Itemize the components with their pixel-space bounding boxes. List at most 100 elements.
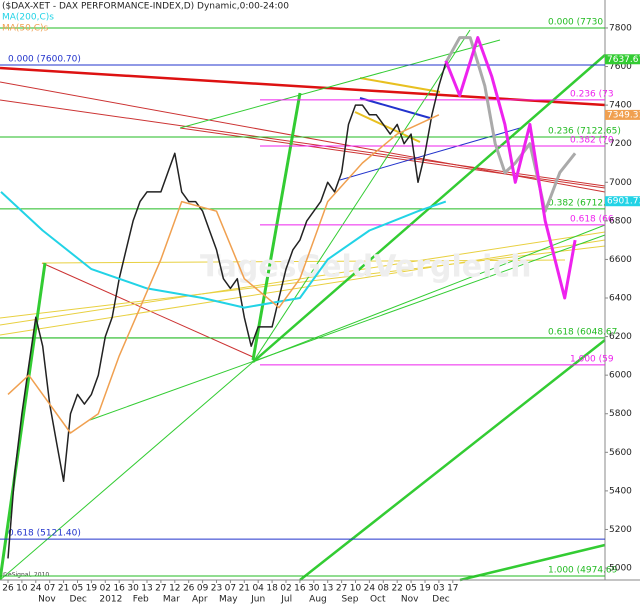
- x-tick-label: 10: [16, 584, 28, 594]
- x-tick-label: 22: [391, 584, 402, 594]
- x-tick-label: 13: [141, 584, 152, 594]
- trend-line: [359, 77, 441, 93]
- series-line: [444, 36, 577, 300]
- trend-line: [459, 543, 606, 582]
- trend-line: [41, 259, 566, 264]
- x-tick-label: 13: [322, 584, 333, 594]
- month-label: Mar: [163, 595, 180, 605]
- month-label: Apr: [192, 595, 208, 605]
- level-label: 0.000 (7730: [548, 17, 603, 27]
- month-label: May: [219, 595, 238, 605]
- trend-line: [252, 224, 606, 363]
- price-tag: [605, 196, 640, 207]
- x-tick-label: 08: [378, 584, 390, 594]
- y-tick-label: 7600: [609, 62, 632, 72]
- x-tick-label: 24: [364, 584, 376, 594]
- level-label: 0.618 (6048.67: [548, 327, 617, 337]
- x-tick-label: 17: [447, 584, 458, 594]
- x-tick-label: 04: [252, 584, 264, 594]
- x-tick-label: 26: [183, 584, 195, 594]
- x-tick-label: 09: [197, 584, 209, 594]
- x-tick-label: 18: [266, 584, 278, 594]
- x-tick-label: 07: [44, 584, 55, 594]
- y-tick-label: 5000: [609, 564, 632, 574]
- price-tag-label: 7637.67: [607, 55, 640, 65]
- month-label: Dec: [432, 595, 449, 605]
- x-tick-label: 16: [113, 584, 125, 594]
- x-tick-label: 02: [280, 584, 291, 594]
- level-label: 1.000 (59: [570, 354, 614, 364]
- y-tick-label: 5600: [609, 448, 632, 458]
- series-line: [444, 36, 577, 213]
- legend-entry: MA(200,C)s: [2, 13, 54, 23]
- x-tick-label: 19: [86, 584, 98, 594]
- x-tick-label: 24: [30, 584, 42, 594]
- y-tick-label: 6600: [609, 255, 632, 265]
- y-tick-label: 6200: [609, 332, 632, 342]
- month-label: Nov: [38, 595, 56, 605]
- trend-line: [0, 245, 606, 319]
- price-tag-label: 7349.31: [607, 110, 640, 120]
- x-tick-label: 02: [100, 584, 111, 594]
- trend-line: [251, 92, 302, 361]
- y-tick-label: 5400: [609, 486, 632, 496]
- x-tick-label: 27: [155, 584, 166, 594]
- month-label: Sep: [341, 595, 358, 605]
- watermark: TagesGeldVergleich: [200, 250, 532, 285]
- series-line: [0, 191, 447, 309]
- month-label: Aug: [309, 595, 327, 605]
- x-tick-label: 30: [308, 584, 320, 594]
- month-label: Dec: [69, 595, 86, 605]
- x-tick-label: 30: [127, 584, 139, 594]
- level-label: 0.382 (70: [570, 136, 614, 146]
- series-line: [7, 62, 447, 559]
- price-tag: [605, 109, 640, 120]
- y-tick-label: 6400: [609, 294, 632, 304]
- x-tick-label: 05: [405, 584, 416, 594]
- month-label: Oct: [370, 595, 386, 605]
- trend-line: [179, 127, 606, 189]
- chart-title: ($DAX-XET - DAX PERFORMANCE-INDEX,D) Dyn…: [2, 2, 289, 12]
- x-tick-label: 26: [2, 584, 14, 594]
- month-label: Jun: [250, 595, 265, 605]
- trend-line: [0, 239, 606, 336]
- trend-line: [252, 29, 471, 363]
- level-label: 0.236 (73: [570, 89, 614, 99]
- y-tick-label: 5200: [609, 525, 632, 535]
- x-tick-label: 16: [294, 584, 306, 594]
- x-tick-label: 07: [225, 584, 236, 594]
- y-tick-label: 6000: [609, 371, 632, 381]
- price-tag: [605, 54, 640, 65]
- trend-line: [41, 262, 254, 358]
- series-line: [7, 114, 440, 434]
- copyright: ©eSignal, 2010: [2, 572, 49, 579]
- level-label: 0.000 (7600.70): [8, 55, 81, 65]
- trend-line: [179, 39, 501, 129]
- month-label: Feb: [133, 595, 149, 605]
- x-tick-label: 12: [169, 584, 180, 594]
- trend-line: [359, 97, 431, 119]
- y-tick-label: 7000: [609, 178, 632, 188]
- x-tick-label: 03: [433, 584, 444, 594]
- price-tag-label: 6901.73: [607, 197, 640, 207]
- x-tick-label: 19: [419, 584, 431, 594]
- month-label: Jul: [280, 595, 292, 605]
- y-tick-label: 6800: [609, 216, 632, 226]
- trend-line: [0, 231, 606, 326]
- x-tick-label: 10: [350, 584, 362, 594]
- x-tick-label: 21: [239, 584, 250, 594]
- level-label: 0.618 (66: [570, 214, 614, 224]
- trend-line: [0, 262, 47, 581]
- x-tick-label: 21: [58, 584, 69, 594]
- y-tick-label: 7200: [609, 139, 632, 149]
- legend-entry: MA(50,C)s: [2, 24, 49, 34]
- y-tick-label: 5800: [609, 409, 632, 419]
- trend-line: [0, 66, 606, 107]
- y-tick-label: 7400: [609, 101, 632, 111]
- y-tick-label: 7800: [609, 23, 632, 33]
- level-label: 0.382 (6712.17: [548, 198, 617, 208]
- month-label: Nov: [401, 595, 419, 605]
- trend-line: [0, 361, 254, 581]
- level-label: 1.000 (4974.69: [548, 565, 618, 575]
